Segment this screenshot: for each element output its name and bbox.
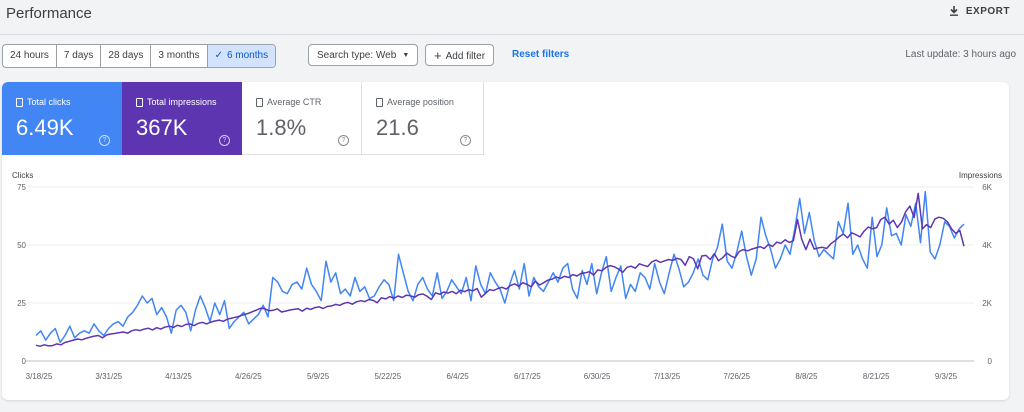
help-icon[interactable]: ? [460,135,471,146]
export-button[interactable]: EXPORT [948,5,1010,17]
metric-value: 6.49K [16,115,74,140]
metric-label: Average position [387,97,454,107]
checkmark-icon: ✓ [214,50,223,61]
help-icon[interactable]: ? [338,135,349,146]
search-type-label: Search type: Web [317,50,397,61]
checkbox-unchecked-icon [376,97,383,107]
left-tick-label: 50 [17,241,26,250]
performance-card: Total clicks 6.49K ? Total impressions 3… [2,82,1009,400]
x-tick-label: 4/13/25 [165,372,192,381]
x-tick-label: 7/26/25 [723,372,750,381]
page-title: Performance [6,5,92,22]
x-tick-label: 3/31/25 [95,372,122,381]
x-tick-label: 7/13/25 [654,372,681,381]
x-tick-label: 6/30/25 [584,372,611,381]
x-tick-label: 8/8/25 [795,372,818,381]
x-tick-label: 6/17/25 [514,372,541,381]
metric-label: Average CTR [267,97,322,107]
checkbox-checked-icon [16,97,23,107]
metric-value: 367K [136,115,188,140]
metric-label: Total clicks [27,97,71,107]
x-tick-label: 8/21/25 [863,372,890,381]
metric-average-position[interactable]: Average position 21.6 ? [362,82,484,155]
left-tick-label: 0 [22,357,27,366]
add-filter-button[interactable]: + Add filter [425,44,495,66]
search-type-dropdown[interactable]: Search type: Web ▼ [308,44,419,66]
range-3-months[interactable]: 3 months [151,45,208,67]
left-tick-label: 25 [17,299,26,308]
performance-chart: 0 25 50 75 0 2K 4K 6K Clicks Impressions 3/18/25 3/… [12,171,1002,381]
x-tick-label: 5/22/25 [374,372,401,381]
last-update-text: Last update: 3 hours ago [905,49,1016,60]
range-6-months-label: 6 months [226,50,269,61]
right-tick-label: 6K [982,183,992,192]
left-axis-title: Clicks [12,171,33,180]
right-axis-title: Impressions [959,171,1002,180]
checkbox-checked-icon [136,97,143,107]
right-tick-label: 4K [982,241,992,250]
range-7-days[interactable]: 7 days [57,45,102,67]
metric-label: Total impressions [147,97,217,107]
metric-value: 1.8% [256,115,307,140]
x-tick-label: 5/9/25 [307,372,330,381]
range-24-hours[interactable]: 24 hours [3,45,57,67]
date-range-selector: 24 hours 7 days 28 days 3 months ✓ 6 mont… [2,44,277,68]
help-icon[interactable]: ? [219,135,230,146]
metric-average-ctr[interactable]: Average CTR 1.8% ? [242,82,362,155]
x-tick-label: 6/4/25 [446,372,469,381]
x-tick-label: 3/18/25 [26,372,53,381]
right-tick-label: 2K [982,299,992,308]
metric-value: 21.6 [376,115,419,140]
add-filter-label: Add filter [445,51,486,62]
right-tick-label: 0 [988,357,993,366]
plus-icon: + [434,48,442,63]
reset-filters-link[interactable]: Reset filters [512,49,570,60]
export-label: EXPORT [965,5,1010,17]
top-bar: Performance EXPORT [0,0,1024,35]
x-tick-label: 9/3/25 [935,372,958,381]
metric-total-impressions[interactable]: Total impressions 367K ? [122,82,242,155]
download-icon [949,6,958,16]
checkbox-unchecked-icon [256,97,263,107]
metric-total-clicks[interactable]: Total clicks 6.49K ? [2,82,122,155]
range-28-days[interactable]: 28 days [101,45,152,67]
x-tick-label: 4/26/25 [235,372,262,381]
left-tick-label: 75 [17,183,26,192]
clicks-line [35,190,965,344]
caret-down-icon: ▼ [402,52,410,59]
help-icon[interactable]: ? [99,135,110,146]
impressions-line [35,192,965,347]
range-6-months[interactable]: ✓ 6 months [207,45,276,67]
filter-row: 24 hours 7 days 28 days 3 months ✓ 6 mont… [0,44,1024,68]
